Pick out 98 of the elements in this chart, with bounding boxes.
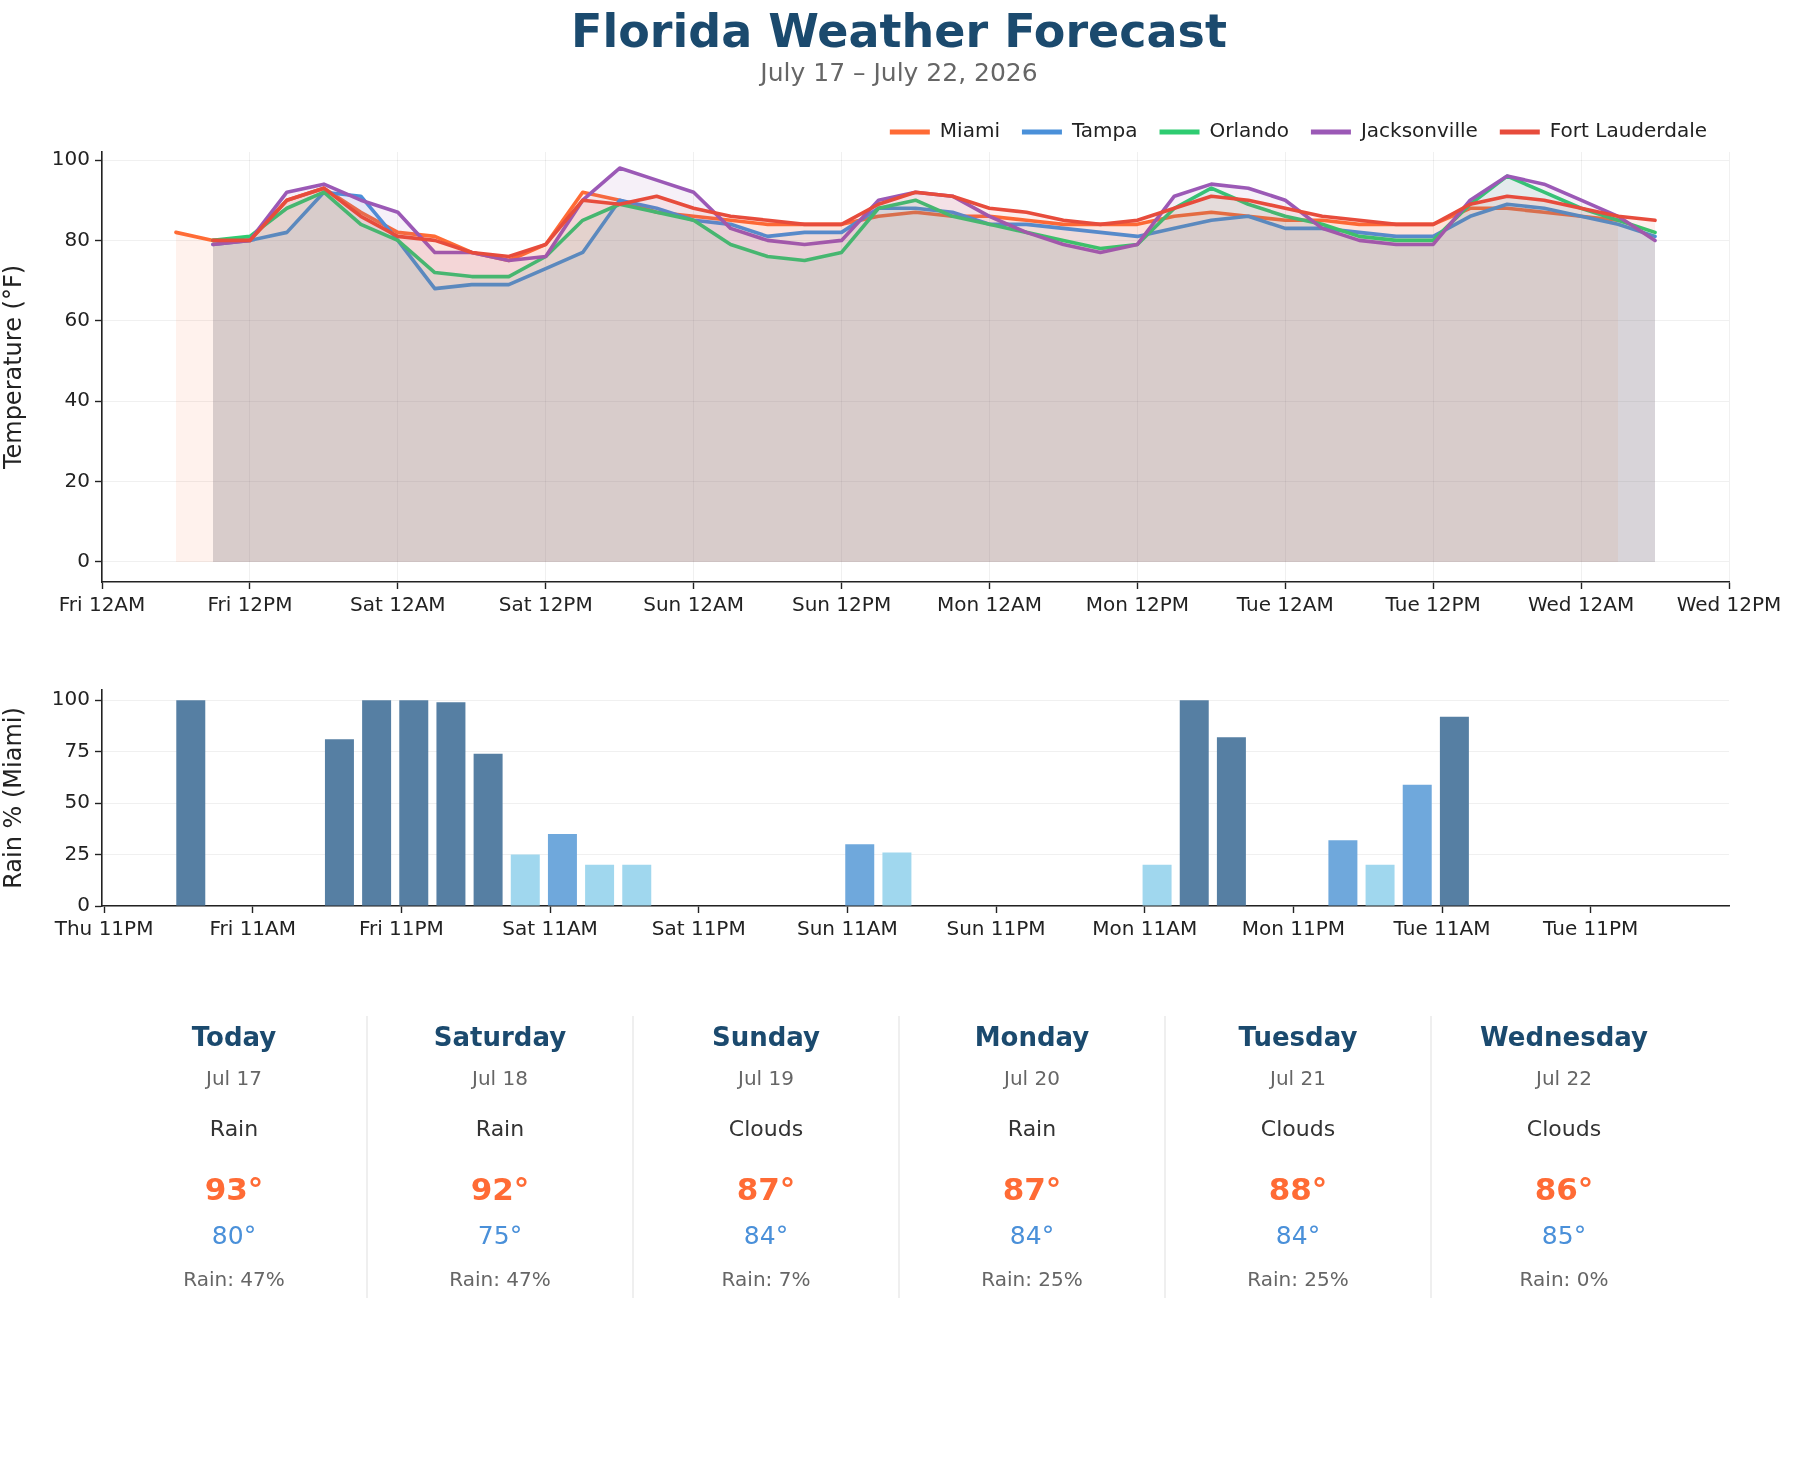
bar [436,702,466,906]
text: Clouds [728,1115,804,1141]
x-tick-label: Sat 12AM [350,592,446,617]
x-tick-label: Fri 12AM [58,592,146,617]
category-label: Tuesday [1238,1022,1358,1053]
category-label: Today [191,1022,277,1053]
text: 92° [470,1171,530,1208]
text: 84° [743,1221,789,1250]
bar [362,700,392,906]
category-label: Saturday [433,1022,567,1053]
bar [473,753,503,906]
y-axis-title: Rain % (Miami) [0,707,27,889]
x-tick-label: Wed 12PM [1676,592,1782,617]
y-tick-label: 80 [64,226,90,251]
text: 80° [211,1221,257,1250]
y-tick-label: 0 [77,548,90,573]
bar [1402,784,1432,906]
bar [845,844,875,906]
category-label: Wednesday [1480,1022,1648,1053]
x-tick-label: Tue 12PM [1384,592,1481,617]
text: 84° [1009,1221,1055,1250]
text: Jul 22 [1536,1066,1592,1090]
legend-label: Orlando [1209,118,1289,143]
x-tick-label: Sun 11PM [946,916,1046,941]
x-tick-label: Fri 11AM [209,916,297,941]
text: 87° [1002,1171,1062,1208]
bar [1365,864,1395,906]
y-axis-title: Temperature (°F) [0,264,27,471]
y-tick-label: 100 [51,146,90,171]
text: Jul 17 [206,1066,262,1090]
bar [1439,716,1469,906]
text: Rain: 0% [1519,1267,1609,1291]
bar [399,700,429,906]
x-tick-label: Tue 11AM [1392,916,1491,941]
text: Jul 21 [1270,1066,1326,1090]
text: 75° [477,1221,523,1250]
x-tick-label: Mon 12PM [1085,592,1190,617]
x-tick-label: Mon 12AM [936,592,1042,617]
y-tick-label: 50 [64,789,90,814]
x-tick-label: Sun 11AM [796,916,898,941]
text: 87° [736,1171,796,1208]
bar [882,852,912,906]
text: Clouds [1526,1115,1602,1141]
bar [510,854,540,906]
category-label: Sunday [711,1022,821,1053]
y-tick-label: 100 [51,686,90,711]
legend-label: Tampa [1070,118,1138,143]
text: 85° [1541,1221,1587,1250]
bar [176,700,206,906]
y-tick-label: 60 [64,306,90,331]
x-tick-label: Sat 11AM [502,916,598,941]
category-label: Monday [974,1022,1090,1053]
y-tick-label: 25 [64,840,90,865]
x-tick-label: Thu 11PM [53,916,154,941]
text: Jul 20 [1004,1066,1060,1090]
bar [1142,864,1172,906]
legend-label: Fort Lauderdale [1549,118,1708,143]
x-tick-label: Wed 12AM [1527,592,1635,617]
bar [324,739,354,906]
text: Rain [1007,1115,1057,1141]
x-tick-label: Fri 12PM [207,592,293,617]
legend-label: Jacksonville [1358,118,1478,143]
x-tick-label: Tue 12AM [1235,592,1334,617]
text: Rain [475,1115,525,1141]
text: Jul 19 [738,1066,794,1090]
text: Rain: 25% [981,1267,1083,1291]
x-tick-label: Tue 11PM [1542,916,1639,941]
x-tick-label: Sun 12PM [791,592,892,617]
text: 86° [1534,1171,1594,1208]
x-tick-label: Mon 11AM [1092,916,1198,941]
chart-title: Florida Weather Forecast [571,4,1227,58]
text: Rain: 47% [449,1267,551,1291]
text: Rain [209,1115,259,1141]
y-tick-label: 40 [64,387,90,412]
legend-label: Miami [939,118,1000,143]
x-tick-label: Sat 11PM [651,916,746,941]
text: 93° [204,1171,264,1208]
text: Rain: 25% [1247,1267,1349,1291]
bar [547,834,577,906]
bar [1216,737,1246,906]
text: Clouds [1260,1115,1336,1141]
bar [585,864,615,906]
y-tick-label: 0 [77,892,90,917]
chart-subtitle: July 17 – July 22, 2026 [760,58,1038,87]
text: 84° [1275,1221,1321,1250]
x-tick-label: Mon 11PM [1241,916,1345,941]
x-tick-label: Sun 12AM [643,592,745,617]
bar [1328,840,1358,906]
y-tick-label: 75 [64,737,90,762]
text: Jul 18 [472,1066,528,1090]
text: Rain: 47% [183,1267,285,1291]
bar [1179,700,1209,906]
text: 88° [1268,1171,1328,1208]
x-tick-label: Fri 11PM [358,916,444,941]
x-tick-label: Sat 12PM [498,592,593,617]
text: Rain: 7% [721,1267,811,1291]
bar [622,864,652,906]
y-tick-label: 20 [64,467,90,492]
